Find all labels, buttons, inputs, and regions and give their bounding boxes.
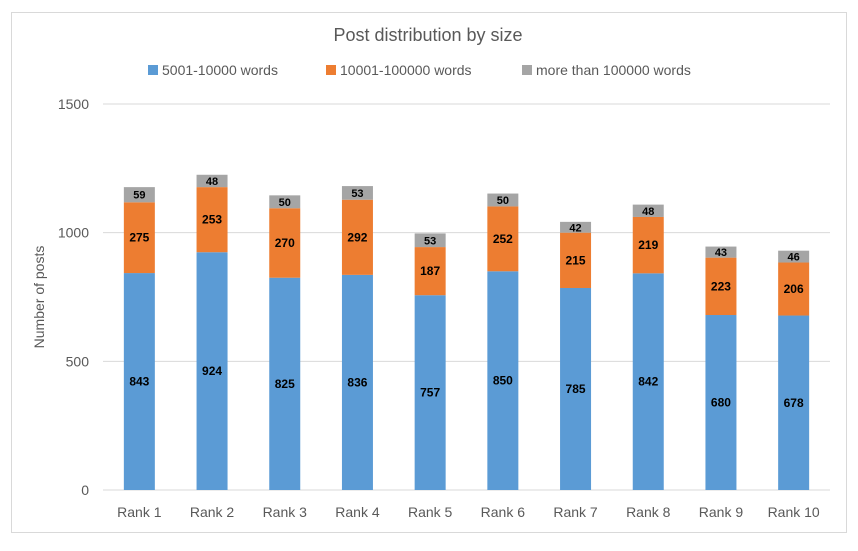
bars: 843 275 59 924 253 48 825 270 50 836 292 53 757 187 53… — [123, 174, 810, 490]
bar-segment-series-1 — [414, 295, 446, 490]
y-tick-label: 1000 — [58, 225, 89, 241]
y-tick-label: 0 — [81, 482, 89, 498]
data-label: 836 — [347, 375, 367, 389]
bar-segment-series-1 — [123, 273, 155, 490]
data-label: 850 — [493, 374, 513, 388]
x-tick-label: Rank 10 — [768, 504, 820, 520]
data-label: 270 — [275, 236, 295, 250]
bar-segment-series-1 — [341, 274, 373, 490]
y-axis-ticks: 0 500 1000 1500 — [58, 96, 89, 498]
bar-segment-series-1 — [705, 315, 737, 490]
data-label: 825 — [275, 377, 295, 391]
x-tick-label: Rank 5 — [408, 504, 453, 520]
bar-segment-series-1 — [632, 273, 664, 490]
x-tick-label: Rank 2 — [190, 504, 235, 520]
data-label: 219 — [638, 238, 658, 252]
x-tick-label: Rank 3 — [263, 504, 308, 520]
bar-segment-series-2 — [778, 262, 810, 316]
bar-segment-series-3 — [414, 233, 446, 248]
bar-segment-series-2 — [341, 199, 373, 275]
bar-segment-series-1 — [778, 315, 810, 490]
data-label: 678 — [784, 396, 804, 410]
bar-segment-series-1 — [487, 271, 519, 490]
data-label: 292 — [347, 230, 367, 244]
legend: 5001-10000 words 10001-100000 words more… — [148, 62, 691, 78]
bar-segment-series-2 — [487, 206, 519, 272]
legend-swatch-series-3 — [522, 65, 532, 75]
data-label: 924 — [202, 364, 222, 378]
legend-label-series-3: more than 100000 words — [536, 62, 691, 78]
data-label: 206 — [784, 282, 804, 296]
x-tick-label: Rank 8 — [626, 504, 671, 520]
data-label: 53 — [351, 188, 363, 200]
bar-segment-series-2 — [632, 216, 664, 274]
data-label: 223 — [711, 279, 731, 293]
bar-segment-series-2 — [560, 232, 592, 288]
data-label: 785 — [566, 382, 586, 396]
data-label: 252 — [493, 232, 513, 246]
data-label: 680 — [711, 396, 731, 410]
bar-segment-series-1 — [560, 287, 592, 490]
data-label: 46 — [788, 252, 800, 264]
x-tick-label: Rank 4 — [335, 504, 380, 520]
legend-label-series-1: 5001-10000 words — [162, 62, 278, 78]
data-label: 48 — [642, 206, 654, 218]
bar-segment-series-2 — [123, 202, 155, 274]
data-label: 187 — [420, 264, 440, 278]
bar-segment-series-3 — [269, 195, 301, 209]
legend-label-series-2: 10001-100000 words — [340, 62, 472, 78]
x-tick-label: Rank 7 — [553, 504, 598, 520]
bar-segment-series-2 — [196, 187, 228, 253]
bar-segment-series-3 — [560, 221, 592, 233]
data-label: 53 — [424, 235, 436, 247]
bar-segment-series-3 — [705, 246, 737, 258]
data-label: 842 — [638, 375, 658, 389]
data-label: 275 — [129, 231, 149, 245]
bar-segment-series-2 — [269, 208, 301, 278]
data-label: 42 — [569, 222, 581, 234]
bar-segment-series-2 — [705, 257, 737, 316]
data-label: 50 — [497, 195, 509, 207]
y-tick-label: 500 — [66, 353, 90, 369]
bar-segment-series-2 — [414, 247, 446, 296]
bar-segment-series-3 — [632, 204, 664, 217]
legend-swatch-series-2 — [326, 65, 336, 75]
data-label: 215 — [566, 253, 586, 267]
bar-segment-series-3 — [487, 193, 519, 207]
bar-segment-series-1 — [269, 277, 301, 490]
y-axis-label: Number of posts — [31, 246, 47, 349]
data-label: 253 — [202, 213, 222, 227]
data-label: 59 — [133, 190, 145, 202]
chart-title: Post distribution by size — [333, 25, 522, 45]
data-label: 43 — [715, 247, 727, 259]
x-axis-ticks: Rank 1 Rank 2 Rank 3 Rank 4 Rank 5 Rank 6 Rank… — [117, 504, 820, 520]
bar-segment-series-1 — [196, 252, 228, 490]
bar-segment-series-3 — [123, 187, 155, 203]
y-tick-label: 1500 — [58, 96, 89, 112]
x-tick-label: Rank 6 — [481, 504, 526, 520]
data-label: 757 — [420, 386, 440, 400]
bar-segment-series-3 — [341, 186, 373, 200]
data-label: 48 — [206, 176, 218, 188]
x-tick-label: Rank 9 — [699, 504, 744, 520]
data-label: 50 — [279, 197, 291, 209]
x-tick-label: Rank 1 — [117, 504, 162, 520]
bar-segment-series-3 — [196, 174, 228, 188]
bar-segment-series-3 — [778, 250, 810, 263]
legend-swatch-series-1 — [148, 65, 158, 75]
data-label: 843 — [129, 375, 149, 389]
